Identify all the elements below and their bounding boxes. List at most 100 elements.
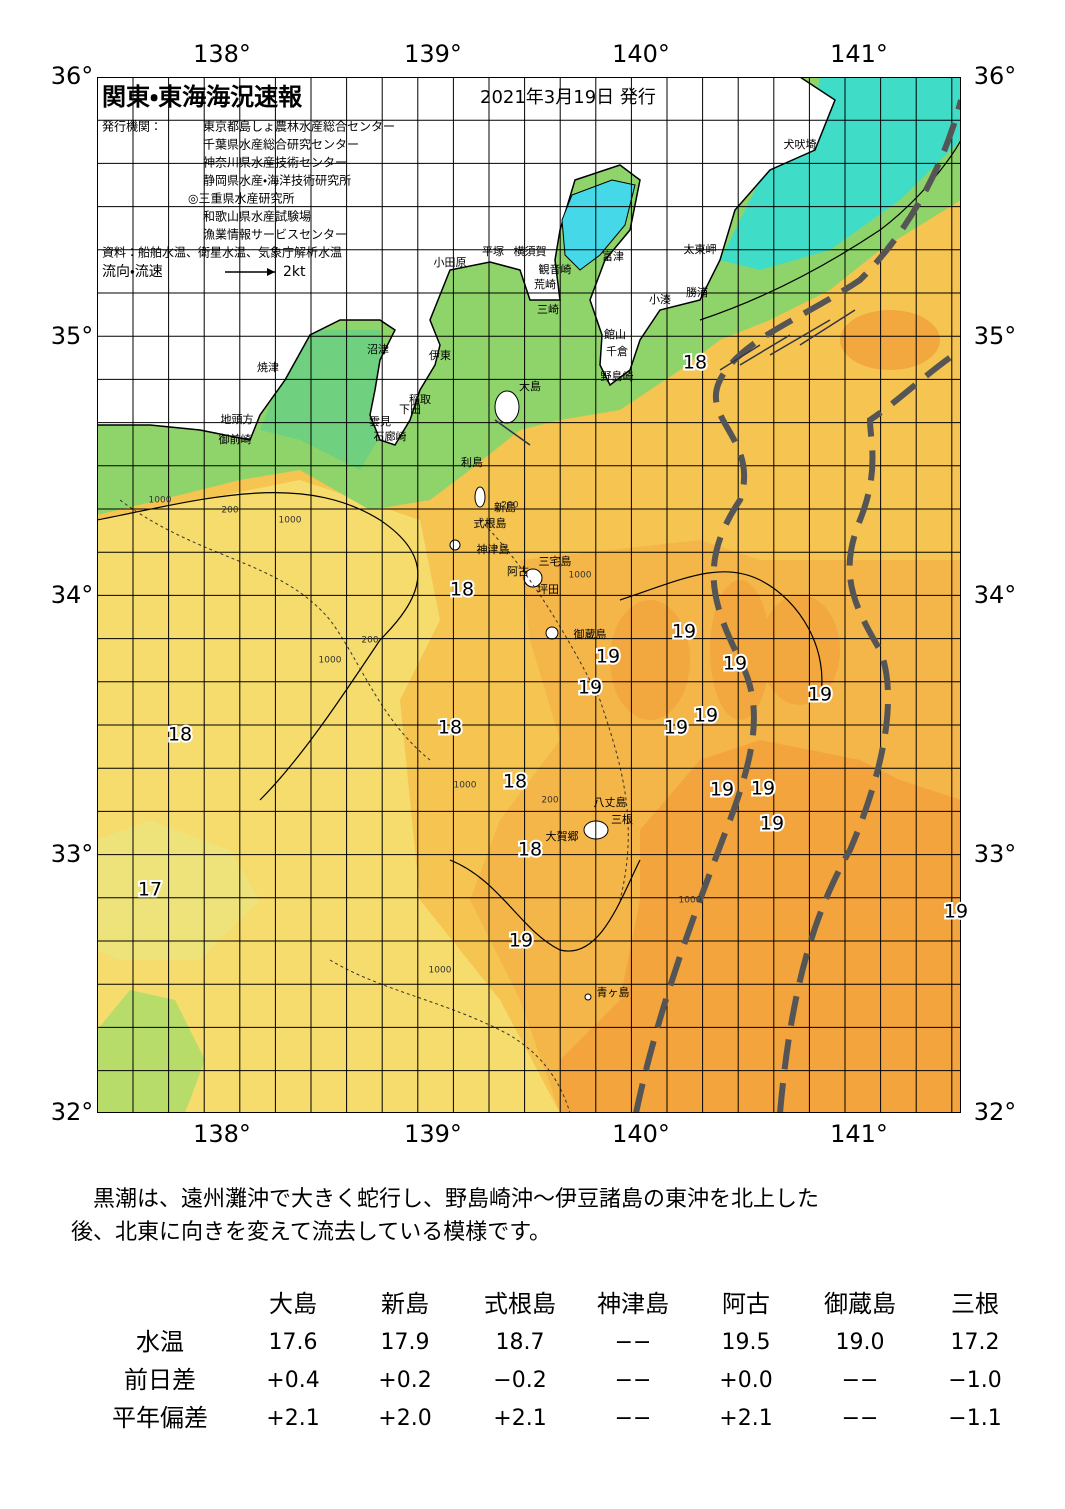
island (545, 626, 559, 640)
place-name: 沼津 (367, 342, 389, 356)
temperature-label: 18 (683, 352, 707, 374)
place-name: 石廊崎 (374, 429, 407, 443)
depth-label: 1000 (279, 516, 302, 526)
current-vector (719, 344, 761, 371)
place-name: 三崎 (537, 302, 559, 316)
legend-scale: 2kt (283, 264, 306, 280)
table-cell: 18.7 (496, 1330, 545, 1355)
lat-label: 32° (974, 1098, 1017, 1126)
cold-current (720, 77, 961, 270)
place-name: 焼津 (257, 361, 279, 374)
lat-label: 32° (51, 1098, 94, 1126)
place-name: 大島 (519, 379, 541, 393)
depth-label: 200 (541, 796, 558, 806)
issuer-label: 発行機関： (102, 120, 162, 134)
current-vector (494, 419, 531, 446)
temperature-label: 19 (751, 778, 775, 800)
table-cell: 17.6 (269, 1330, 318, 1355)
place-name: 富津 (602, 250, 624, 263)
table-cell: −− (615, 1368, 652, 1393)
table-cell: 17.9 (381, 1330, 430, 1355)
table-cell: 17.2 (951, 1330, 1000, 1355)
place-name: 太東岬 (684, 242, 717, 256)
table-header: 神津島 (597, 1290, 669, 1318)
table-cell: −− (842, 1368, 879, 1393)
table-cell: +2.1 (719, 1406, 772, 1431)
table-cell: +2.0 (378, 1406, 431, 1431)
lon-label: 139° (404, 1120, 462, 1148)
isotherms (97, 139, 961, 952)
depth-label: 1000 (454, 781, 477, 791)
table-cell: +2.1 (266, 1406, 319, 1431)
depth-label: 1000 (319, 656, 342, 666)
place-name: 横須賀 (514, 244, 547, 258)
map-title: 関東・東海海況速報 (102, 83, 303, 111)
kuroshio-outer-edge (777, 347, 961, 1113)
map (97, 77, 961, 1113)
depth-contour (329, 959, 571, 1113)
table-cell: +0.0 (719, 1368, 772, 1393)
isotherm (619, 571, 823, 701)
issuer-name: ◎三重県水産研究所 (188, 192, 294, 206)
lon-label: 138° (193, 40, 251, 68)
lon-label: 141° (830, 1120, 888, 1148)
island (584, 993, 592, 1001)
issuer-name: 静岡県水産・海洋技術研究所 (203, 173, 351, 188)
issue-date: 2021年3月19日 発行 (480, 87, 656, 108)
place-name: 大賀郷 (546, 829, 579, 843)
place-name: 式根島 (474, 516, 507, 530)
place-name: 伊東 (429, 349, 451, 362)
warm-eddy (710, 580, 770, 720)
table-cell: 19.5 (722, 1330, 771, 1355)
place-name: 荒崎 (534, 277, 556, 291)
legend-arrowhead (267, 268, 275, 276)
depth-label: 200 (501, 501, 518, 511)
place-name: 観音崎 (539, 262, 572, 276)
place-name: 平塚 (482, 244, 504, 258)
lat-label: 35° (51, 322, 94, 350)
lat-label: 33° (51, 840, 94, 868)
lat-label: 36° (51, 62, 94, 90)
temperature-label: 19 (760, 813, 784, 835)
place-name: 小田原 (434, 256, 467, 269)
table-header: 三根 (951, 1290, 999, 1318)
depth-label: 1000 (429, 966, 452, 976)
table-header: 御蔵島 (824, 1290, 896, 1318)
temperature-label: 19 (710, 779, 734, 801)
table-row-label: 平年偏差 (112, 1404, 208, 1432)
issuer-name: 和歌山県水産試験場 (203, 209, 311, 224)
lat-label: 36° (974, 62, 1017, 90)
warm-eddy (610, 600, 690, 720)
lat-label: 33° (974, 840, 1017, 868)
temperature-label: 19 (596, 646, 620, 668)
lon-label: 138° (193, 1120, 251, 1148)
depth-contour (119, 499, 431, 761)
temperature-label: 18 (503, 771, 527, 793)
table-cell: −− (615, 1406, 652, 1431)
place-name: 三宅島 (539, 554, 572, 568)
table-header: 新島 (381, 1290, 429, 1318)
table-cell: +0.2 (378, 1368, 431, 1393)
temperature-label: 19 (808, 684, 832, 706)
kuroshio-inner-edge (633, 99, 961, 1113)
cold-water (97, 990, 205, 1113)
place-name: 坪田 (537, 583, 559, 596)
data-sources: 資料：船舶水温、衛星水温、気象庁解析水温 (102, 245, 342, 260)
place-name: 勝浦 (686, 285, 708, 299)
current-vectors (494, 309, 856, 446)
issuer-name: 漁業情報サービスセンター (203, 228, 347, 242)
graticule (97, 77, 961, 1113)
description-line: 黒潮は、遠州灘沖で大きく蛇行し、野島崎沖～伊豆諸島の東沖を北上した (93, 1187, 819, 1212)
depth-label: 1000 (149, 496, 172, 506)
lon-label: 139° (404, 40, 462, 68)
kuroshio-axis (633, 99, 961, 1113)
lat-label: 34° (51, 581, 94, 609)
depth-contours (119, 499, 629, 1113)
table-row-label: 水温 (136, 1328, 184, 1356)
place-name: 館山 (604, 328, 626, 341)
lat-label: 34° (974, 581, 1017, 609)
bay (561, 179, 636, 271)
